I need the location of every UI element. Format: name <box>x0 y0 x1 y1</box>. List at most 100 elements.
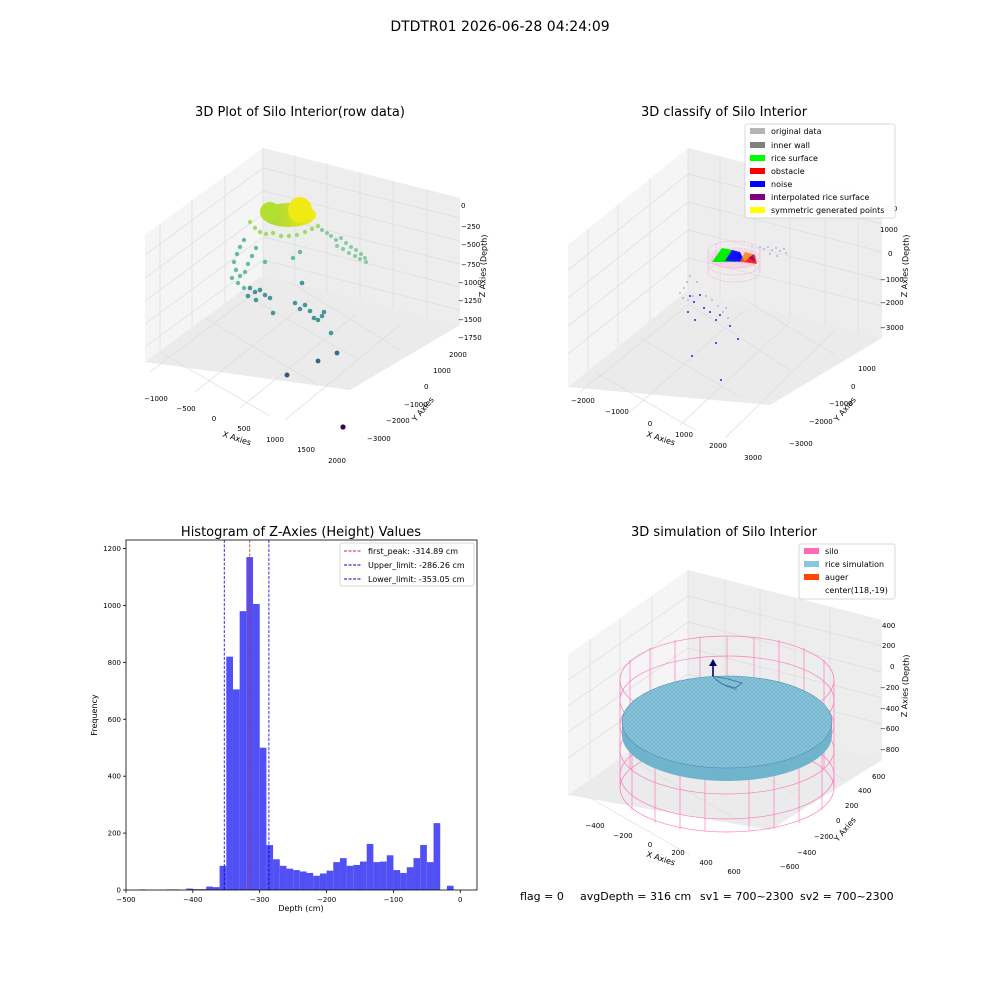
raw-x-tick: −1000 <box>144 395 168 403</box>
raw-y-tick: −3000 <box>367 435 391 443</box>
raw-x-tick: 2000 <box>328 457 346 465</box>
classify-y-tick: −1000 <box>829 400 853 408</box>
histogram-bar <box>253 604 260 890</box>
histogram-y-tick-label: 200 <box>108 830 121 838</box>
legend-swatch-rice-simulation <box>804 561 819 567</box>
histogram-bar <box>259 747 267 890</box>
histogram-bar <box>326 870 334 890</box>
raw-z-tick: 0 <box>461 202 465 210</box>
histogram-bar <box>333 862 340 890</box>
legend-label: rice surface <box>771 154 818 163</box>
legend-label: original data <box>771 127 822 136</box>
histogram-bar <box>433 823 441 890</box>
simulation-z-ticks: 400 200 0 −200 −400 −600 −800 <box>880 622 899 754</box>
histogram-bar <box>266 845 274 890</box>
sim-z-tick: 200 <box>882 642 895 650</box>
histogram-bar <box>393 870 401 890</box>
classify-x-tick: 2000 <box>709 442 727 450</box>
sim-z-tick: 0 <box>890 663 894 671</box>
histogram-bar <box>226 656 233 890</box>
histogram-y-tick-label: 0 <box>117 887 121 895</box>
footer-status: flag = 0 avgDepth = 316 cm sv1 = 700~230… <box>520 890 894 903</box>
histogram-bar <box>346 865 354 890</box>
histogram-bar <box>446 885 454 890</box>
histogram-bar <box>246 557 254 890</box>
raw-z-label: Z Axies (Depth) <box>478 234 489 297</box>
panel-histogram: Histogram of Z-Axies (Height) Values −50… <box>90 525 478 913</box>
histogram-x-tick-label: −300 <box>250 896 269 904</box>
classify-z-tick: 1000 <box>880 226 898 234</box>
histogram-bar <box>313 875 320 890</box>
legend-label: rice simulation <box>825 560 884 569</box>
panel-classify-3d: 3D classify of Silo Interior <box>567 105 911 462</box>
sim-z-tick: −600 <box>880 725 899 733</box>
footer-sv2: sv2 = 700~2300 <box>800 890 894 903</box>
histogram-y-tick-label: 800 <box>108 659 121 667</box>
raw-3d-z-ticks: 0 −250 −500 −750 −1000 −1250 −1500 −1750 <box>458 202 482 342</box>
legend-swatch-symmetric <box>750 207 765 213</box>
histogram-x-tick-label: −200 <box>317 896 336 904</box>
sim-x-tick: 200 <box>671 849 684 857</box>
raw-y-tick: 1000 <box>433 367 451 375</box>
sim-y-tick: −200 <box>814 833 833 841</box>
histogram-y-label: Frequency <box>90 694 99 736</box>
sim-x-tick: −400 <box>585 822 604 830</box>
raw-z-tick: −1750 <box>458 334 482 342</box>
histogram-y-tick-label: 400 <box>108 773 121 781</box>
histogram-bar <box>192 889 200 890</box>
classify-legend: original data inner wall rice surface ob… <box>744 123 896 219</box>
histogram-bar <box>360 861 367 890</box>
classify-y-tick: 0 <box>851 383 855 391</box>
raw-3d-points <box>229 197 368 430</box>
histogram-bar <box>413 858 421 890</box>
classify-z-tick: −1000 <box>880 276 904 284</box>
simulation-legend: silo rice simulation auger center(118,-1… <box>798 543 896 600</box>
raw-x-tick: 0 <box>212 415 216 423</box>
legend-label: inner wall <box>771 141 810 150</box>
classify-x-tick: 0 <box>648 420 652 428</box>
histogram-legend-label: first_peak: -314.89 cm <box>368 547 458 556</box>
classify-x-tick: −2000 <box>571 397 595 405</box>
panel-raw-title: 3D Plot of Silo Interior(row data) <box>195 105 405 120</box>
sim-x-tick: 0 <box>648 841 652 849</box>
sim-x-tick: −200 <box>613 832 632 840</box>
sim-z-tick: −200 <box>880 684 899 692</box>
legend-swatch-rice-surface <box>750 155 765 161</box>
legend-swatch-interpolated <box>750 194 765 200</box>
sim-y-tick: 400 <box>858 787 871 795</box>
suptitle: DTDTR01 2026-06-28 04:24:09 <box>390 19 609 35</box>
raw-z-tick: −250 <box>461 223 480 231</box>
histogram-bar <box>199 889 207 890</box>
raw-x-tick: 1500 <box>297 446 315 454</box>
raw-z-tick: −500 <box>461 241 480 249</box>
legend-swatch-original <box>750 128 765 134</box>
sim-z-tick: 400 <box>882 622 895 630</box>
histogram-bars <box>139 557 454 890</box>
sim-y-tick: 200 <box>845 802 858 810</box>
classify-x-label: X Axies <box>645 430 676 448</box>
histogram-bar <box>219 865 227 890</box>
histogram-bar <box>400 872 407 890</box>
histogram-bar <box>299 871 307 890</box>
footer-flag: flag = 0 <box>520 890 564 903</box>
histogram-bar <box>353 864 360 890</box>
histogram-bar <box>406 867 414 890</box>
raw-y-label: Y Axies <box>410 395 436 424</box>
sim-z-tick: −800 <box>880 746 899 754</box>
histogram-bar <box>293 870 300 890</box>
sim-y-tick: −400 <box>797 849 816 857</box>
histogram-bar <box>339 858 347 890</box>
classify-z-label: Z Axies (Depth) <box>900 234 911 297</box>
histogram-legend: first_peak: -314.89 cm Upper_limit: -286.… <box>339 542 475 587</box>
histogram-y-ticks: 0 200 400 600 800 1000 1200 <box>103 545 126 895</box>
raw-3d-y-ticks: −3000 −2000 −1000 0 1000 2000 <box>367 351 467 443</box>
legend-label: symmetric generated points <box>771 206 884 215</box>
raw-y-tick: 0 <box>424 383 428 391</box>
classify-y-tick: −3000 <box>789 440 813 448</box>
legend-label: center(118,-19) <box>825 586 888 595</box>
legend-label: noise <box>771 180 792 189</box>
classify-y-tick: −2000 <box>809 418 833 426</box>
raw-y-tick: −1000 <box>404 401 428 409</box>
histogram-bar <box>286 868 294 890</box>
raw-z-tick: −1000 <box>458 279 482 287</box>
